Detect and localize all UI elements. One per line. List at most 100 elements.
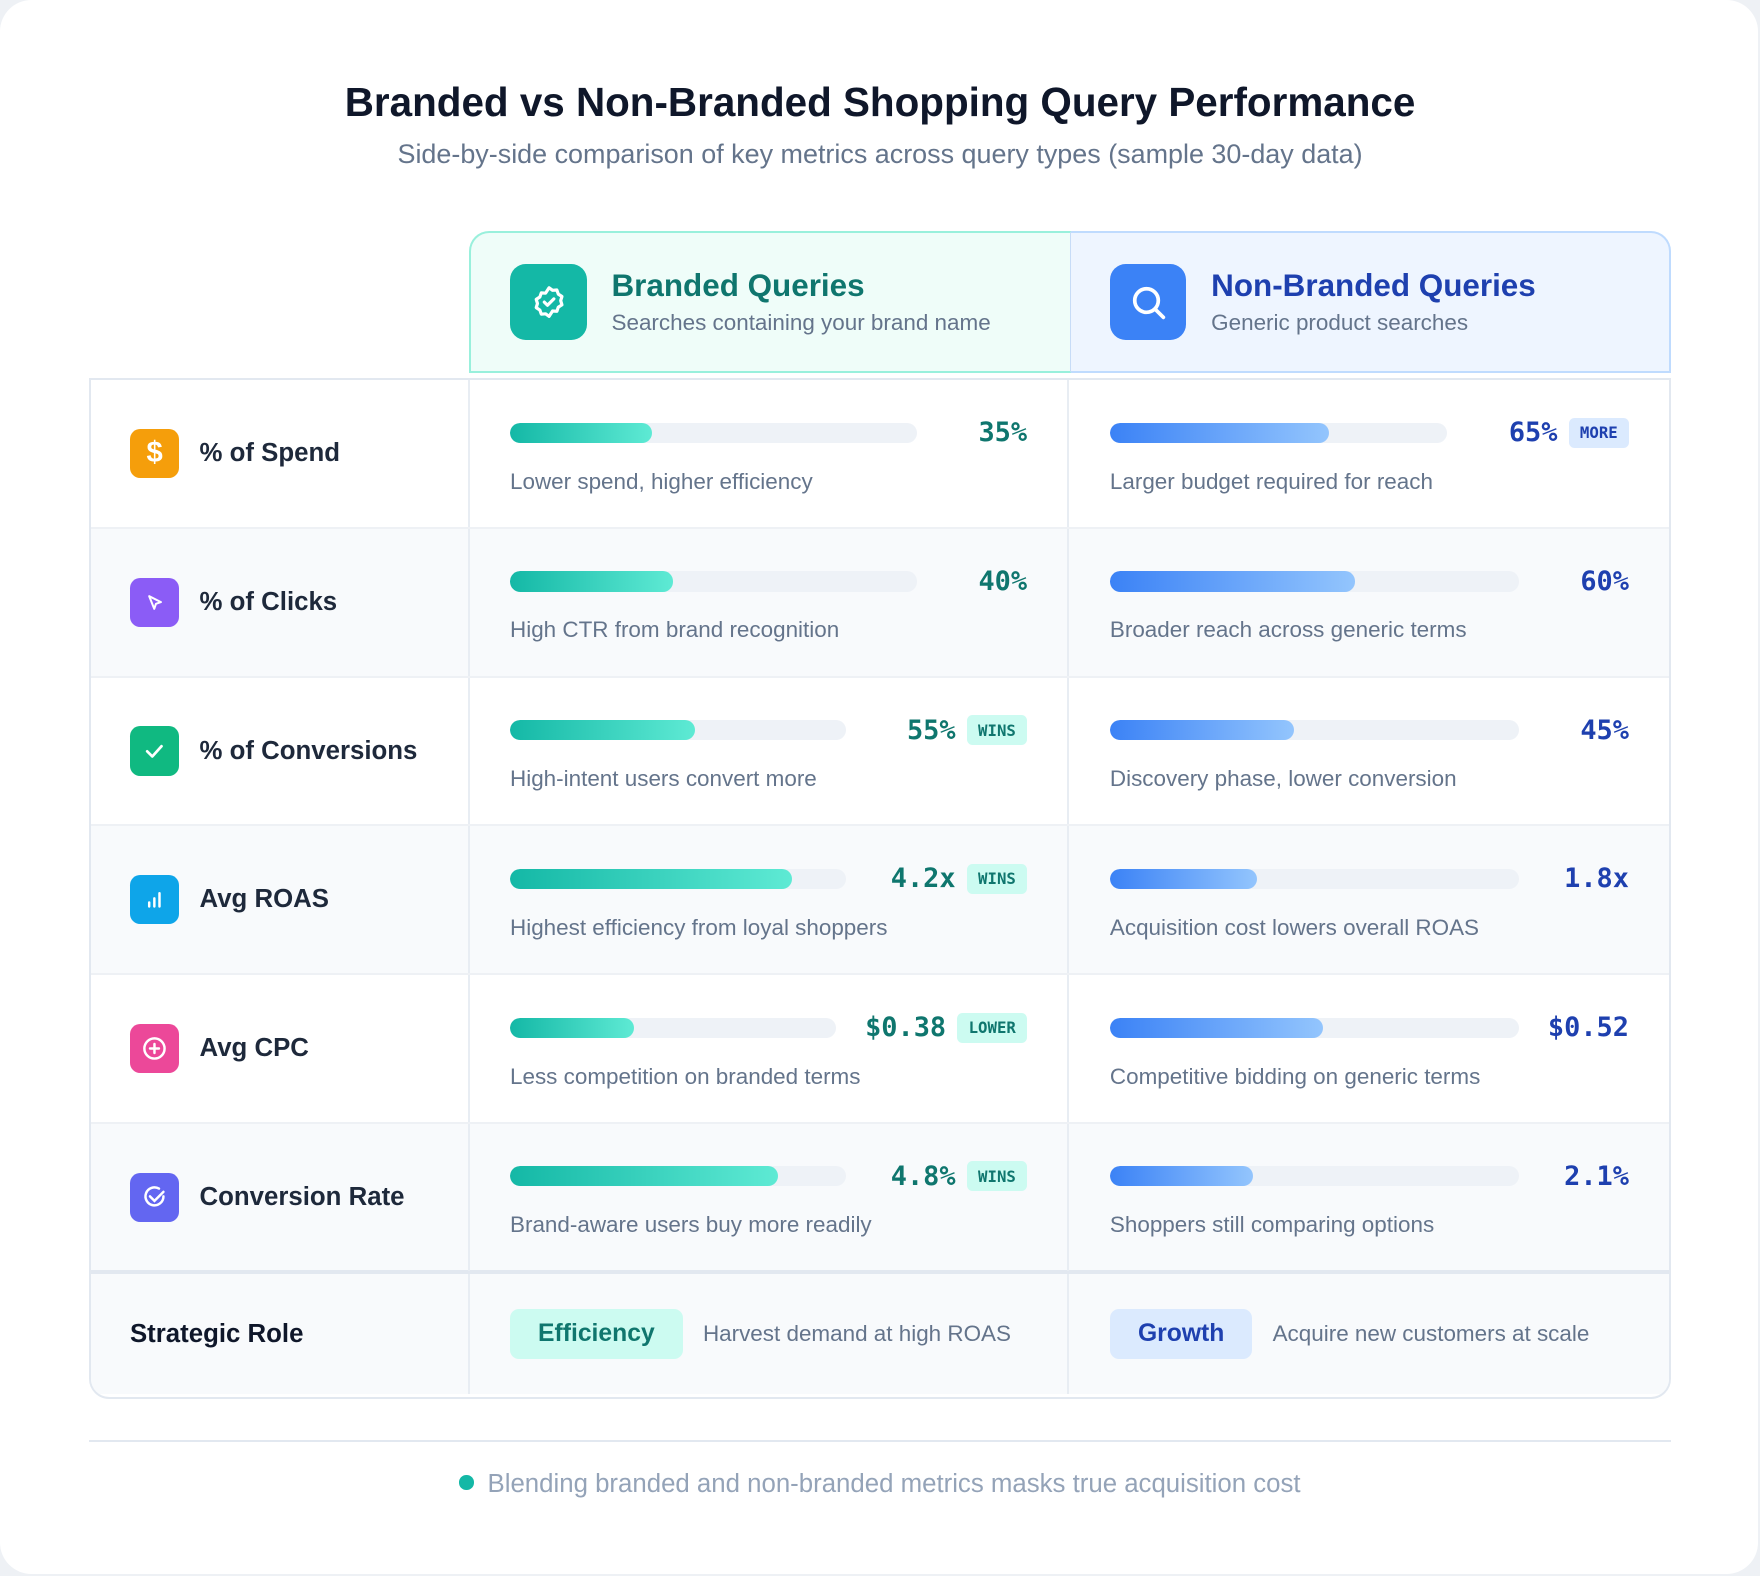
cursor-icon	[129, 577, 180, 628]
progress-fill	[510, 868, 792, 890]
metric-value: 35%	[978, 417, 1028, 449]
progress-fill	[1109, 571, 1356, 592]
branded-cell: 4.8% WINS Brand-aware users buy more rea…	[470, 1123, 1070, 1271]
table-row: $ % of Spend 35% Lower spend, higher eff…	[90, 380, 1670, 529]
metric-label: % of Conversions	[199, 736, 418, 765]
progress-bar	[510, 720, 846, 741]
non-branded-cell: 60% Broader reach across generic terms	[1069, 529, 1669, 676]
progress-fill	[1109, 868, 1258, 890]
progress-bar	[510, 422, 918, 443]
non-branded-title: Non-Branded Queries	[1211, 267, 1536, 303]
metric-label: % of Spend	[199, 439, 340, 468]
progress-fill	[510, 571, 673, 592]
metric-note: High-intent users convert more	[510, 766, 817, 792]
metric-note: Less competition on branded terms	[510, 1063, 861, 1089]
non-branded-cell: $0.52 Competitive bidding on generic ter…	[1069, 975, 1669, 1122]
footnote-text: Blending branded and non-branded metrics…	[487, 1470, 1301, 1499]
efficiency-pill: Efficiency	[510, 1308, 683, 1360]
branded-title: Branded Queries	[611, 267, 865, 303]
metric-label: Avg CPC	[199, 1034, 309, 1063]
circle-check-icon	[129, 1172, 180, 1222]
branded-description: Searches containing your brand name	[611, 310, 991, 336]
metric-note: Brand-aware users buy more readily	[510, 1212, 872, 1238]
metrics-table: $ % of Spend 35% Lower spend, higher eff…	[88, 378, 1672, 1399]
branded-cell: 4.2x WINS Highest efficiency from loyal …	[470, 826, 1070, 974]
metric-value: 60%	[1580, 566, 1629, 597]
strategic-role-row: Strategic Role Efficiency Harvest demand …	[90, 1270, 1670, 1394]
check-icon	[129, 726, 180, 776]
progress-fill	[1109, 720, 1294, 741]
metric-value: $0.38	[865, 1012, 947, 1044]
footer-divider	[88, 1440, 1672, 1443]
status-badge: WINS	[966, 863, 1028, 895]
branded-cell: $0.38 LOWER Less competition on branded …	[470, 975, 1070, 1122]
table-row: Conversion Rate 4.8% WINS Brand-aware us…	[90, 1123, 1670, 1273]
progress-fill	[510, 720, 695, 741]
growth-pill: Growth	[1109, 1308, 1253, 1360]
table-row: % of Conversions 55% WINS High-intent us…	[90, 677, 1670, 827]
footnote: Blending branded and non-branded metrics…	[0, 1470, 1760, 1499]
metric-value: 1.8x	[1564, 863, 1629, 895]
non-branded-role-text: Acquire new customers at scale	[1272, 1321, 1590, 1347]
non-branded-description: Generic product searches	[1211, 310, 1469, 336]
progress-fill	[510, 422, 653, 443]
bar-chart-icon	[129, 875, 180, 925]
metric-value: 4.8%	[890, 1160, 956, 1192]
metric-value: 4.2x	[890, 863, 956, 895]
page-title: Branded vs Non-Branded Shopping Query Pe…	[344, 78, 1416, 125]
metric-note: Broader reach across generic terms	[1109, 617, 1467, 643]
metric-value: $0.52	[1547, 1012, 1629, 1044]
bullet-dot-icon	[459, 1475, 475, 1490]
status-badge: WINS	[966, 715, 1028, 746]
progress-bar	[1109, 720, 1519, 741]
non-branded-cell: 65% MORE Larger budget required for reac…	[1069, 380, 1669, 527]
status-badge: WINS	[966, 1161, 1028, 1192]
metric-value: 40%	[978, 566, 1028, 597]
non-branded-column-header: Non-Branded Queries Generic product sear…	[1070, 231, 1672, 373]
progress-bar	[510, 571, 918, 592]
branded-role-text: Harvest demand at high ROAS	[702, 1321, 1011, 1347]
metric-note: Shoppers still comparing options	[1109, 1212, 1435, 1238]
progress-bar	[1109, 1017, 1519, 1038]
progress-fill	[1109, 1166, 1254, 1187]
table-row: Avg CPC $0.38 LOWER Less competition on …	[90, 975, 1670, 1124]
badge-check-icon	[510, 263, 587, 341]
metric-value: 45%	[1580, 714, 1629, 746]
progress-fill	[1109, 422, 1330, 443]
metric-label: % of Clicks	[199, 587, 338, 616]
branded-cell: 35% Lower spend, higher efficiency	[470, 380, 1070, 527]
metric-label: Avg ROAS	[199, 885, 330, 914]
metric-label: Conversion Rate	[199, 1182, 405, 1211]
progress-fill	[510, 1017, 634, 1038]
metric-note: Discovery phase, lower conversion	[1109, 766, 1457, 792]
progress-fill	[510, 1166, 779, 1187]
metric-value: 65%	[1508, 417, 1558, 449]
strategic-role-label: Strategic Role	[129, 1319, 304, 1348]
progress-bar	[510, 1166, 846, 1187]
page-subtitle: Side-by-side comparison of key metrics a…	[397, 139, 1363, 170]
metric-note: Lower spend, higher efficiency	[510, 468, 813, 494]
status-badge: MORE	[1568, 417, 1629, 448]
search-icon	[1110, 263, 1187, 341]
progress-bar	[1109, 868, 1519, 890]
progress-bar	[510, 868, 846, 890]
dollar-icon: $	[129, 428, 180, 479]
progress-bar	[1109, 571, 1519, 592]
non-branded-cell: 45% Discovery phase, lower conversion	[1069, 678, 1669, 825]
metric-note: High CTR from brand recognition	[510, 617, 840, 643]
metric-note: Highest efficiency from loyal shoppers	[510, 914, 888, 940]
table-row: Avg ROAS 4.2x WINS Highest efficiency fr…	[90, 826, 1670, 976]
branded-cell: 40% High CTR from brand recognition	[470, 529, 1070, 676]
metric-value: 55%	[906, 714, 956, 746]
metric-value: 2.1%	[1564, 1160, 1629, 1192]
table-row: % of Clicks 40% High CTR from brand reco…	[90, 529, 1670, 678]
non-branded-cell: 1.8x Acquisition cost lowers overall ROA…	[1069, 826, 1669, 973]
progress-bar	[1109, 422, 1448, 443]
non-branded-cell: 2.1% Shoppers still comparing options	[1069, 1124, 1669, 1271]
status-badge: LOWER	[957, 1012, 1028, 1043]
metric-note: Acquisition cost lowers overall ROAS	[1109, 914, 1480, 940]
metric-note: Competitive bidding on generic terms	[1109, 1063, 1481, 1089]
plus-circle-icon	[129, 1023, 180, 1074]
branded-column-header: Branded Queries Searches containing your…	[469, 231, 1071, 373]
